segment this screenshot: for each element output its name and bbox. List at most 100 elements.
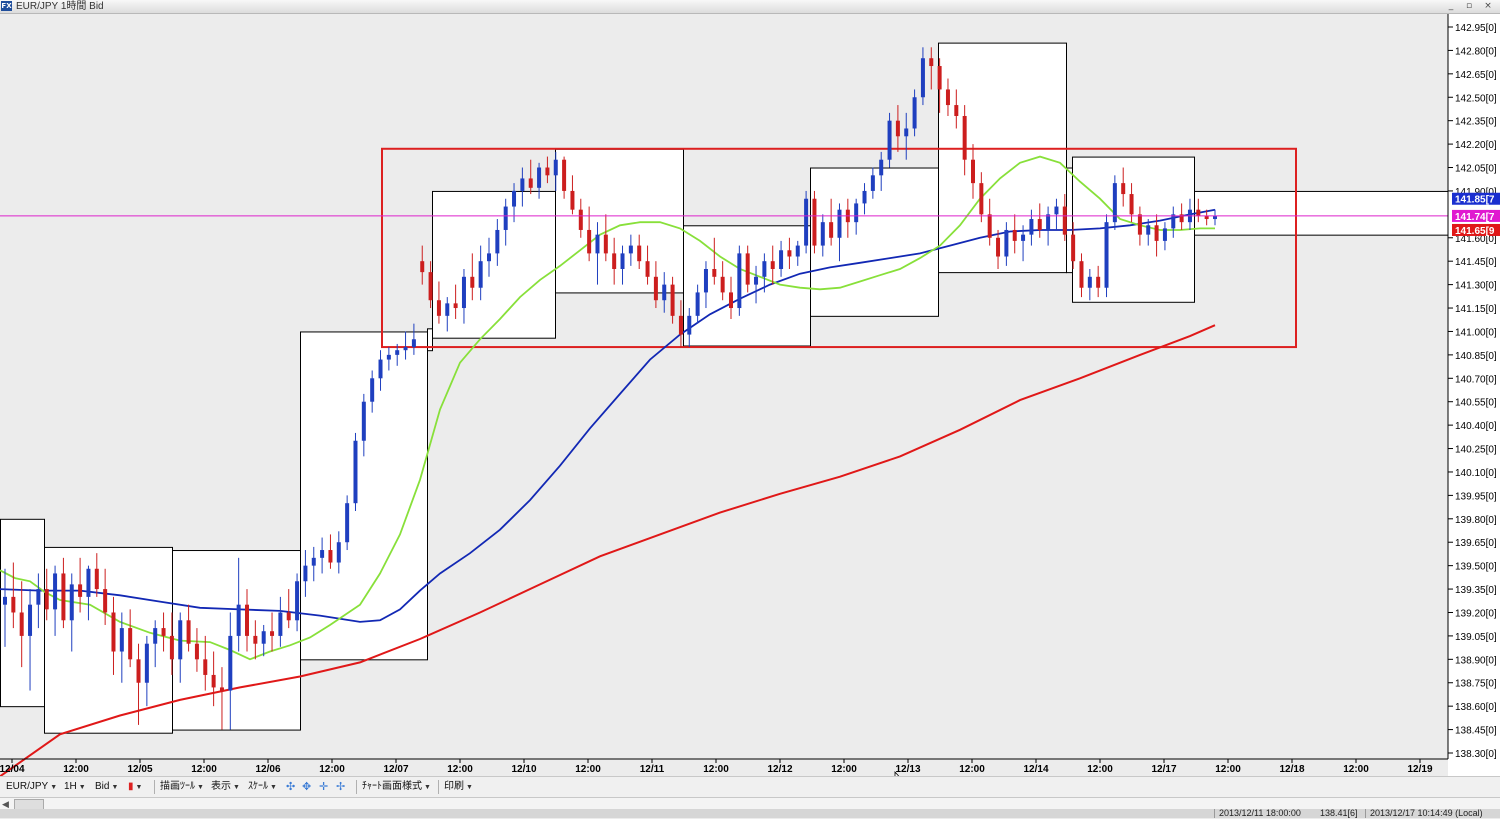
candle [562,156,567,199]
chevron-down-icon: ▼ [270,784,277,791]
color-picker-icon: ▮ [128,781,134,792]
candle-body [86,568,91,597]
ma-short-line [0,155,1215,661]
candle-body [695,292,700,316]
candle [870,167,875,199]
pricetype-dropdown[interactable]: Bid ▼ [95,777,118,797]
toolbar-separator [438,780,439,794]
moving-averages [0,155,1216,776]
candle-body [1096,276,1101,288]
range-box [938,42,1067,274]
horizontal-scrollbar[interactable]: ◀ [0,797,1500,810]
candle [737,245,742,316]
candle-body [703,269,708,293]
candle-body [553,159,558,176]
candle-body [1062,206,1067,235]
candle [103,568,108,625]
candle-body [345,503,350,543]
price-tick-label: 138.45[0] [1455,726,1497,737]
candle-body [804,198,809,246]
candle-body [153,628,158,644]
chart-style-dropdown[interactable]: ﾁｬｰﾄ画面様式 ▼ [362,777,431,797]
candle [445,297,450,332]
candle-body [28,604,33,636]
candle [678,300,683,348]
minimize-button[interactable]: _ [1448,1,1454,11]
candle-body [603,234,608,254]
status-clock: 2013/12/17 10:14:49 (Local) [1370,808,1483,818]
candle [795,240,800,266]
candle-body [245,604,249,636]
candle-body [628,245,633,254]
symbol-dropdown[interactable]: EUR/JPY ▼ [6,777,57,797]
candle-body [436,300,441,316]
print-dropdown[interactable]: 印刷 ▼ [444,777,473,797]
candle-body [987,214,992,238]
candle [695,284,700,324]
candle [754,265,759,304]
candle [628,234,633,266]
candle [1096,265,1101,298]
price-tick-label: 139.35[0] [1455,585,1497,596]
candle-body [595,234,600,254]
price-label: 141.85[7 [1455,195,1495,206]
scale-dropdown[interactable]: ｽｹｰﾙ ▼ [248,777,277,797]
zoom-out-icon[interactable]: ✥ [302,781,312,793]
ma-mid-line [0,208,1216,623]
candle-body [578,209,583,230]
candle-body [94,568,99,590]
candle-body [1137,214,1142,235]
price-tick-label: 142.50[0] [1455,93,1497,104]
price-tick-label: 142.95[0] [1455,23,1497,34]
candle [929,47,934,90]
candle [278,596,283,647]
candle-body [787,250,792,257]
candle-body [1071,234,1076,262]
print-label: 印刷 [444,781,464,792]
candle-body [920,58,925,98]
candles [3,47,1217,730]
candle [637,234,642,269]
ma-long-line [0,324,1216,776]
close-button[interactable]: × [1484,1,1492,11]
cross-icon[interactable]: ✛ [319,781,329,793]
candle-body [1121,183,1126,195]
candle-body [420,261,425,273]
candle [203,635,208,691]
scroll-icon[interactable]: ✢ [336,781,346,793]
range-box [44,546,173,734]
candle-body [461,276,466,309]
status-divider [1214,809,1215,818]
candle-body [178,620,183,660]
candle-body [1087,276,1092,288]
candle-body [303,565,308,582]
candle-body [78,584,83,597]
mouse-cursor-icon [894,770,900,776]
scroll-left-icon[interactable]: ◀ [2,799,9,809]
candle [353,432,358,511]
candle-body [161,628,166,636]
candle-body [1054,206,1059,215]
candle-body [945,89,950,106]
zoom-in-icon[interactable]: ✣ [286,781,296,793]
candle [912,89,917,137]
candle-body [929,58,934,67]
candle [971,144,975,199]
candle [662,272,667,313]
draw-tools-dropdown[interactable]: 描画ﾂｰﾙ ▼ [160,777,204,797]
view-dropdown[interactable]: 表示 ▼ [211,777,240,797]
candle-body [453,303,458,309]
restore-button[interactable]: ▫ [1465,1,1473,11]
candle-body [353,440,358,504]
color-picker-dropdown[interactable]: ▮ ▼ [128,777,142,797]
candle [720,261,725,301]
price-axis[interactable] [1448,14,1500,776]
candle [3,568,7,647]
candle [78,557,83,613]
timeframe-dropdown[interactable]: 1H ▼ [64,777,86,797]
price-chart[interactable]: 142.95[0] 142.80[0] 142.65[0] 142.50[0] 142.… [0,14,1500,776]
candle-body [562,159,567,191]
candle-body [1112,183,1117,223]
chevron-down-icon: ▼ [466,784,473,791]
price-tick-label: 141.90[0] [1455,187,1497,198]
